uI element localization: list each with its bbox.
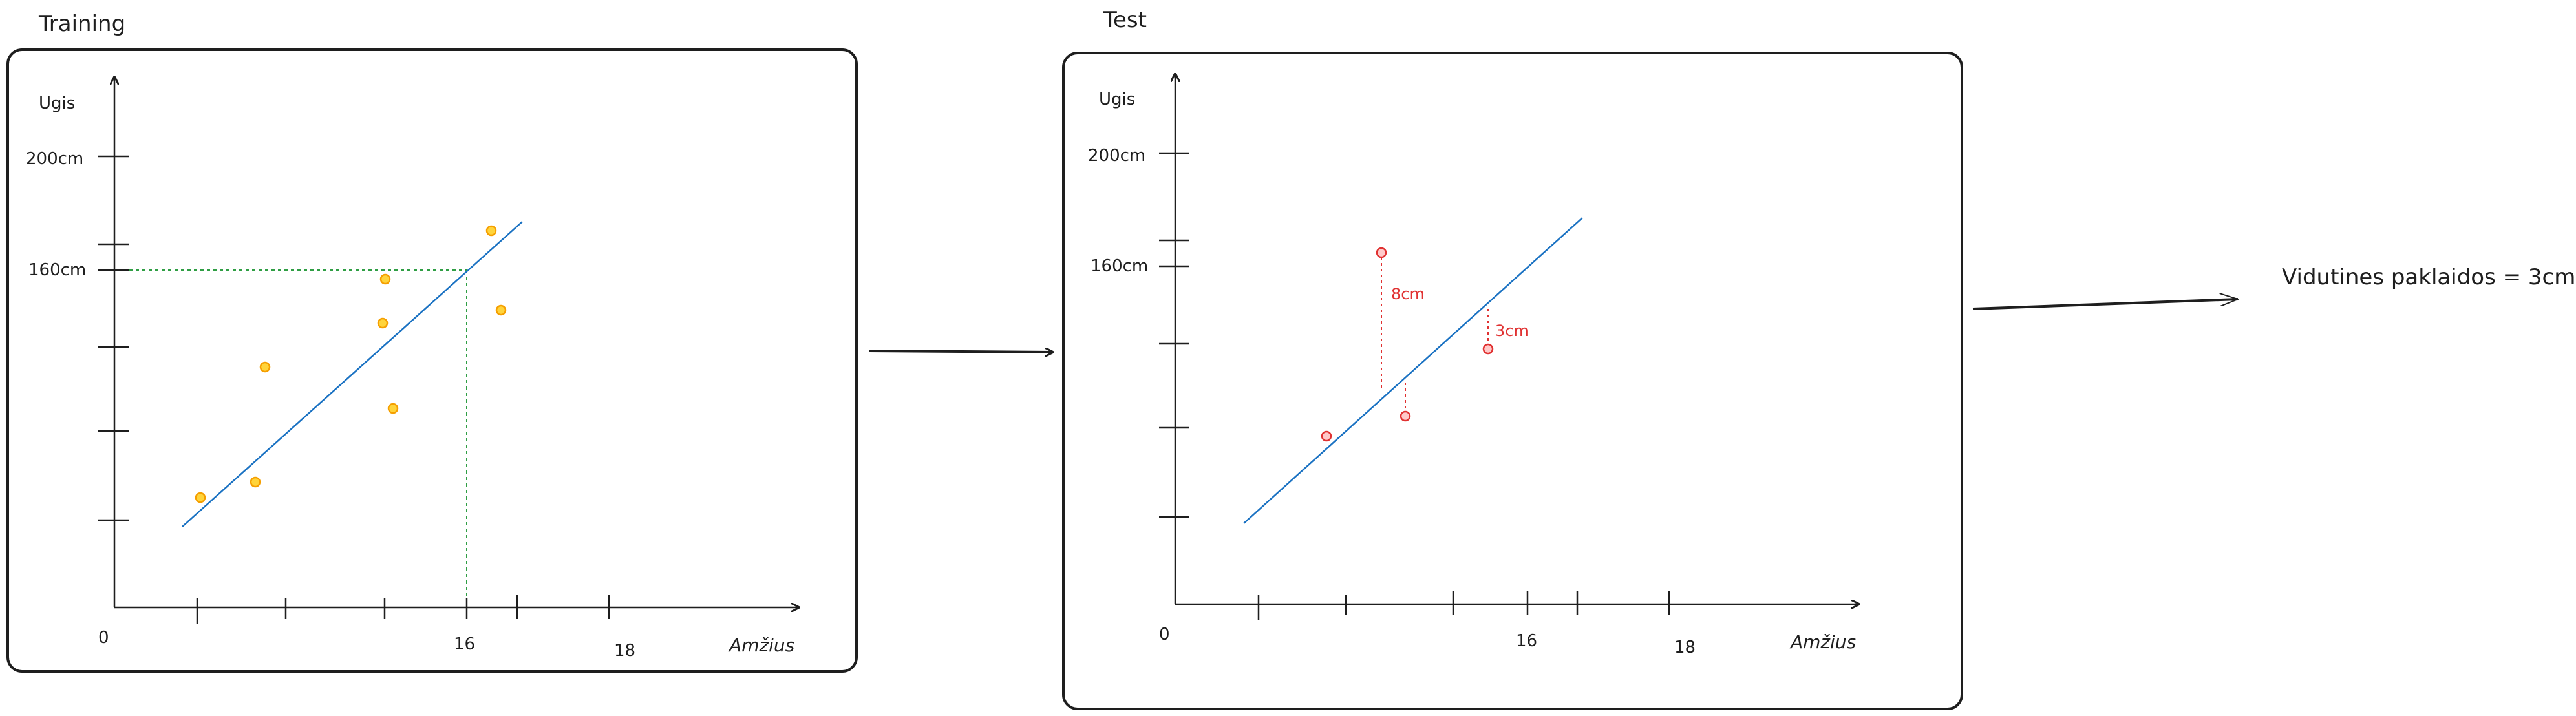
training-y-tick-160: 160cm bbox=[28, 260, 86, 280]
test-x-ticks bbox=[1257, 591, 1670, 620]
training-point bbox=[250, 476, 261, 488]
test-title: Test bbox=[1103, 7, 1147, 33]
test-x-tick-18: 18 bbox=[1674, 638, 1696, 657]
training-frame bbox=[6, 48, 858, 673]
training-x-axis-label: Amžius bbox=[728, 635, 794, 656]
test-y-ticks bbox=[1159, 152, 1189, 518]
test-point bbox=[1482, 343, 1494, 355]
training-point bbox=[377, 317, 389, 329]
test-error-label-8cm: 8cm bbox=[1391, 285, 1425, 303]
test-points bbox=[1321, 247, 1494, 442]
test-point bbox=[1400, 410, 1411, 422]
test-y-tick-160: 160cm bbox=[1091, 257, 1148, 276]
training-point bbox=[195, 492, 206, 503]
test-frame bbox=[1062, 52, 1963, 710]
test-y-axis-label: Ugis bbox=[1099, 90, 1135, 109]
training-panel: Training Ugis 200cm 160cm 0 16 18 Amžius bbox=[6, 11, 858, 673]
arrow-test-to-result bbox=[1972, 299, 2238, 310]
test-point bbox=[1376, 247, 1387, 258]
training-point bbox=[495, 304, 507, 316]
test-y-tick-200: 200cm bbox=[1088, 146, 1145, 165]
test-regression-line bbox=[1243, 217, 1583, 524]
test-x-tick-0: 0 bbox=[1159, 625, 1170, 644]
test-point bbox=[1321, 430, 1332, 442]
training-points bbox=[195, 225, 507, 503]
training-x-tick-0: 0 bbox=[98, 628, 109, 648]
training-x-tick-18: 18 bbox=[614, 641, 635, 660]
test-panel: Test Ugis 200cm 160cm 0 16 18 Amžius bbox=[1062, 7, 1963, 710]
training-title: Training bbox=[38, 11, 125, 37]
training-regression-line bbox=[182, 221, 523, 527]
test-x-axis-label: Amžius bbox=[1789, 631, 1856, 653]
result-text: Vidutines paklaidos = 3cm bbox=[2282, 264, 2575, 290]
training-y-ticks bbox=[98, 155, 129, 521]
training-x-ticks bbox=[196, 595, 610, 624]
training-point bbox=[387, 403, 399, 414]
training-x-tick-16: 16 bbox=[454, 635, 475, 654]
test-x-tick-16: 16 bbox=[1516, 631, 1537, 651]
training-point bbox=[485, 225, 497, 237]
test-error-label-3cm: 3cm bbox=[1495, 322, 1529, 340]
training-y-tick-200: 200cm bbox=[26, 149, 83, 169]
training-point bbox=[259, 361, 271, 373]
training-point bbox=[379, 273, 391, 285]
arrow-training-to-test bbox=[869, 351, 1052, 352]
training-y-axis-label: Ugis bbox=[39, 94, 75, 113]
